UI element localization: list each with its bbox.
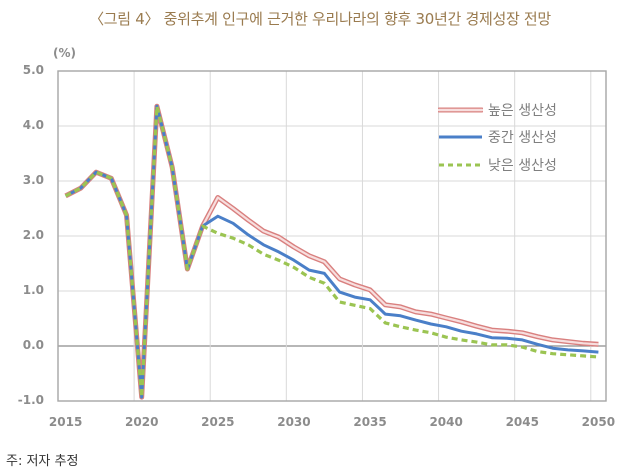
legend-item-low: 낮은 생산성 xyxy=(438,155,608,175)
x-tick-label: 2040 xyxy=(429,415,463,429)
legend-label-high: 높은 생산성 xyxy=(488,103,557,119)
x-tick-label: 2035 xyxy=(353,415,387,429)
legend-item-mid: 중간 생산성 xyxy=(438,127,608,147)
x-tick-label: 2020 xyxy=(125,415,159,429)
legend-label-mid: 중간 생산성 xyxy=(488,130,557,146)
y-tick-label: 0.0 xyxy=(22,338,44,352)
x-tick-label: 2045 xyxy=(505,415,539,429)
footnote: 주: 저자 추정 xyxy=(6,454,79,469)
y-tick-label: -1.0 xyxy=(17,393,44,407)
legend-swatch-high xyxy=(438,107,483,113)
legend-item-high: 높은 생산성 xyxy=(438,100,608,120)
chart-title: 〈그림 4〉 중위추계 인구에 근거한 우리나라의 향후 30년간 경제성장 전… xyxy=(89,10,551,28)
x-tick-label: 2050 xyxy=(581,415,616,429)
x-tick-label: 2030 xyxy=(277,415,311,429)
legend-label-low: 낮은 생산성 xyxy=(488,158,557,174)
series-low xyxy=(64,104,599,399)
legend-swatch-low xyxy=(439,163,482,167)
y-tick-label: 2.0 xyxy=(22,228,44,242)
y-tick-label: 4.0 xyxy=(22,118,44,132)
y-tick-label: 1.0 xyxy=(22,283,44,297)
y-tick-label: 5.0 xyxy=(22,63,44,77)
plot-border xyxy=(57,70,607,402)
x-tick-label: 2025 xyxy=(201,415,235,429)
y-axis-unit: (%) xyxy=(53,46,76,60)
legend-swatch-mid xyxy=(439,135,482,139)
y-tick-label: 3.0 xyxy=(22,173,44,187)
x-tick-label: 2015 xyxy=(48,415,83,429)
